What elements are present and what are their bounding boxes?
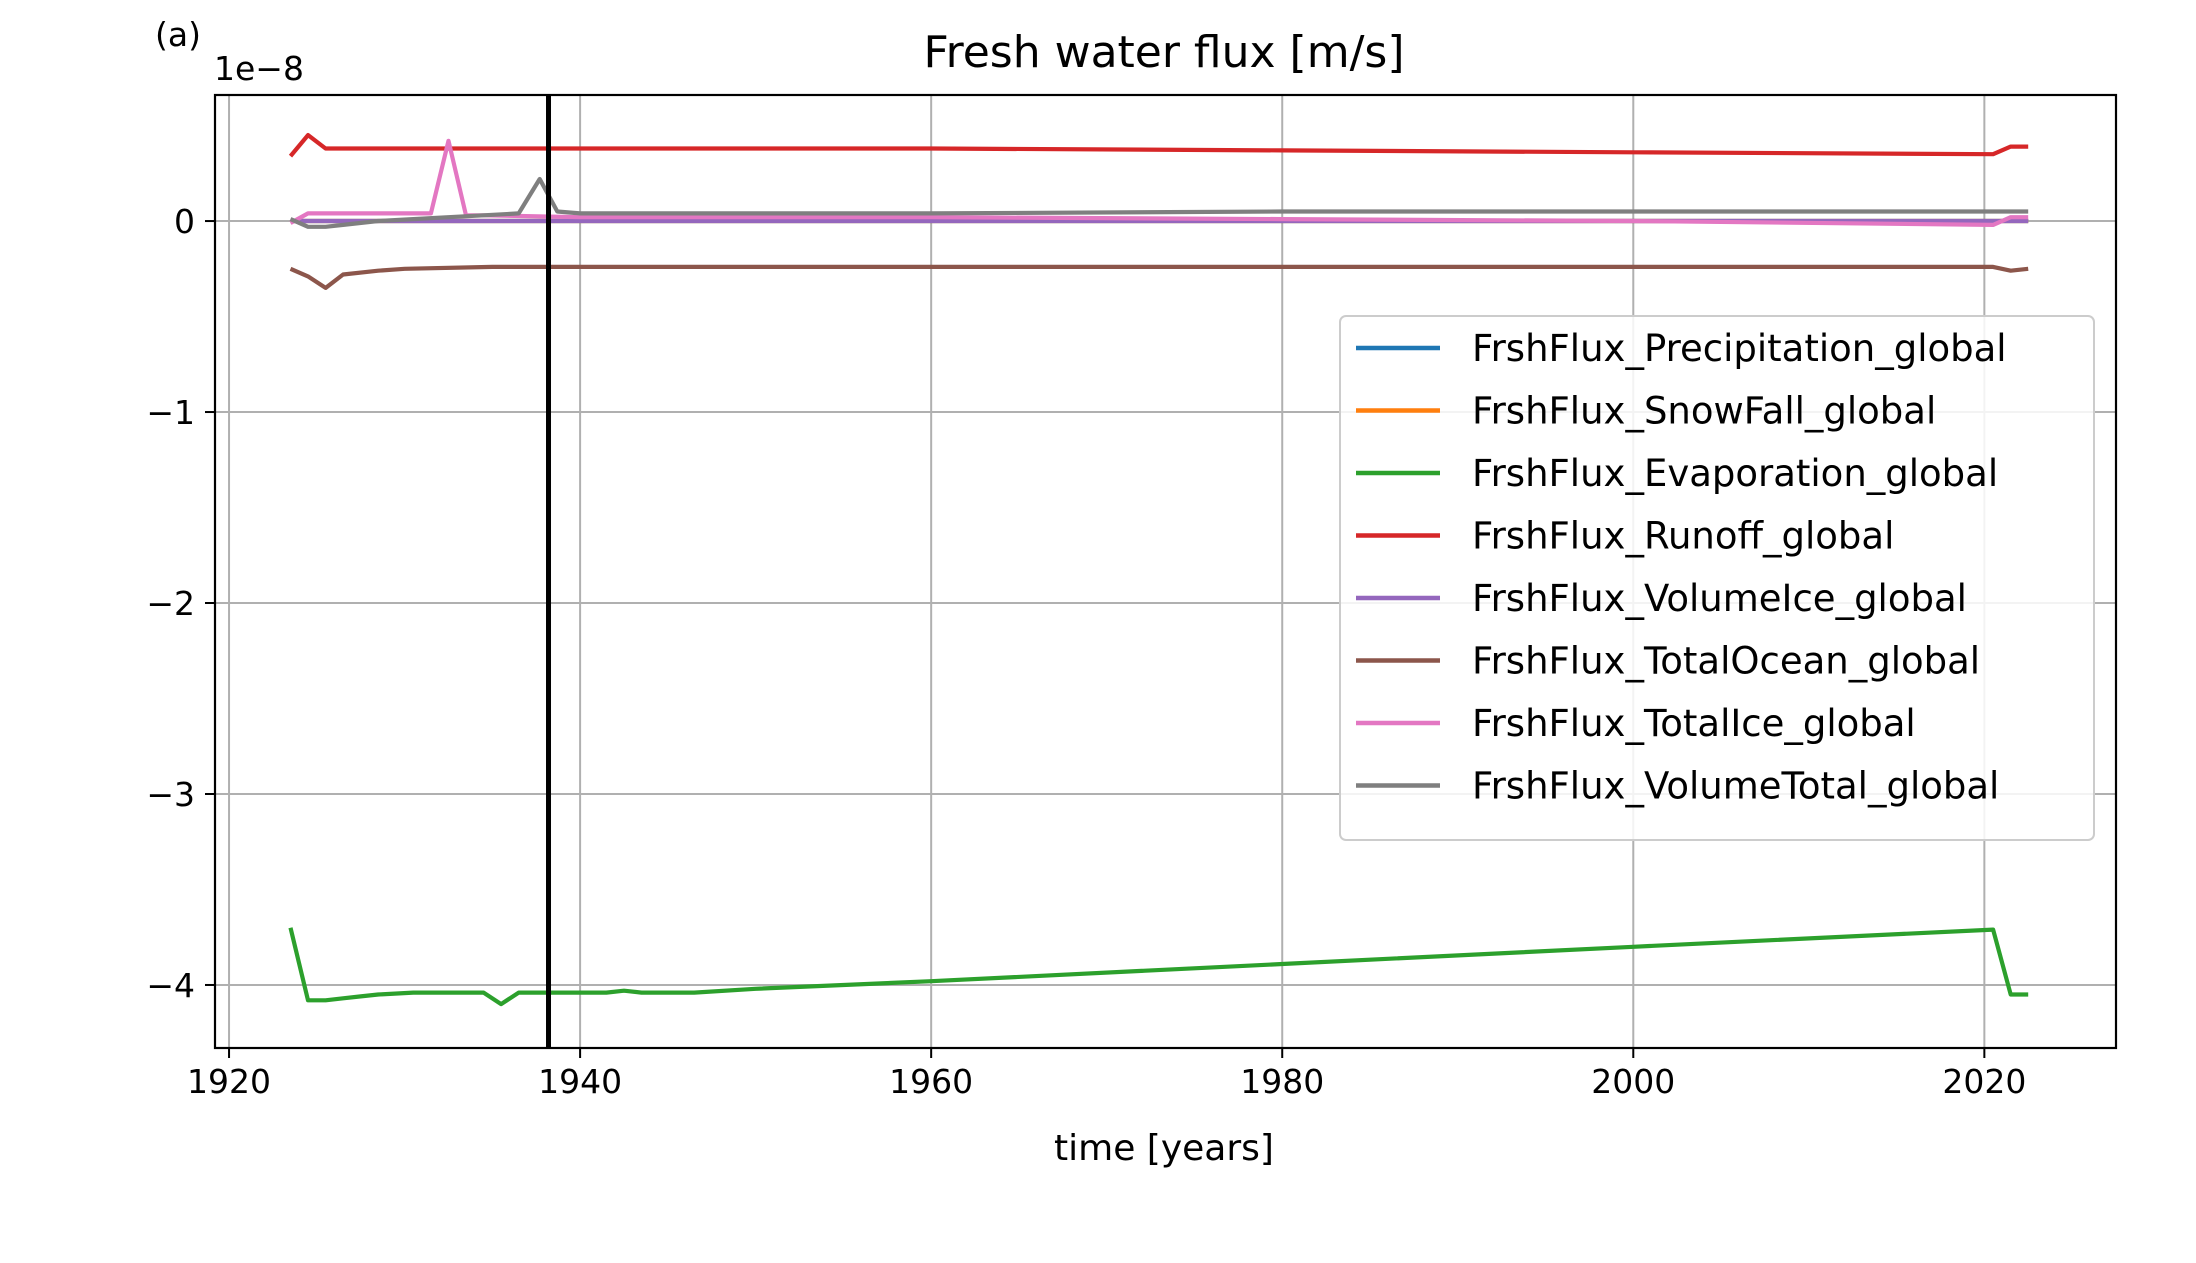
legend-label: FrshFlux_TotalIce_global xyxy=(1472,702,1916,745)
legend-label: FrshFlux_TotalOcean_global xyxy=(1472,640,1980,683)
x-axis-ticks: 1920 1940 1960 1980 2000 2020 xyxy=(187,1048,2026,1101)
y-axis-ticks: 0 −1 −2 −3 −4 xyxy=(146,202,215,1005)
x-tick-label: 1940 xyxy=(538,1062,622,1101)
y-tick-label: −2 xyxy=(146,584,195,623)
y-tick-label: −4 xyxy=(146,966,195,1005)
x-axis-label: time [years] xyxy=(1054,1128,1274,1169)
y-tick-label: −1 xyxy=(146,393,195,432)
x-tick-label: 1920 xyxy=(187,1062,271,1101)
legend: FrshFlux_Precipitation_global FrshFlux_Sn… xyxy=(1339,315,2095,841)
series-line-frshflux-evaporation-global xyxy=(288,927,2029,1007)
legend-label: FrshFlux_Runoff_global xyxy=(1472,515,1894,558)
series-line-frshflux-totalice-global xyxy=(289,138,2029,227)
x-tick-label: 2020 xyxy=(1942,1062,2026,1101)
legend-box xyxy=(1339,315,2095,841)
legend-label: FrshFlux_SnowFall_global xyxy=(1472,390,1936,433)
y-scale-label: 1e−8 xyxy=(214,49,304,88)
panel-label: (a) xyxy=(155,15,201,54)
series-line-frshflux-runoff-global xyxy=(288,133,2029,158)
plot-series xyxy=(288,133,2029,1007)
series-line-frshflux-volumetotal-global xyxy=(289,176,2029,229)
axes-frame xyxy=(213,93,2118,1050)
y-tick-label: −3 xyxy=(146,775,195,814)
chart-title: Fresh water flux [m/s] xyxy=(923,27,1404,78)
legend-label: FrshFlux_VolumeTotal_global xyxy=(1472,765,1999,808)
legend-label: FrshFlux_VolumeIce_global xyxy=(1472,577,1967,620)
series-line-frshflux-totalocean-global xyxy=(289,264,2029,290)
x-tick-label: 1960 xyxy=(889,1062,973,1101)
x-tick-label: 2000 xyxy=(1591,1062,1675,1101)
legend-label: FrshFlux_Precipitation_global xyxy=(1472,327,2007,370)
legend-label: FrshFlux_Evaporation_global xyxy=(1472,452,1998,495)
x-tick-label: 1980 xyxy=(1240,1062,1324,1101)
y-tick-label: 0 xyxy=(174,202,195,241)
